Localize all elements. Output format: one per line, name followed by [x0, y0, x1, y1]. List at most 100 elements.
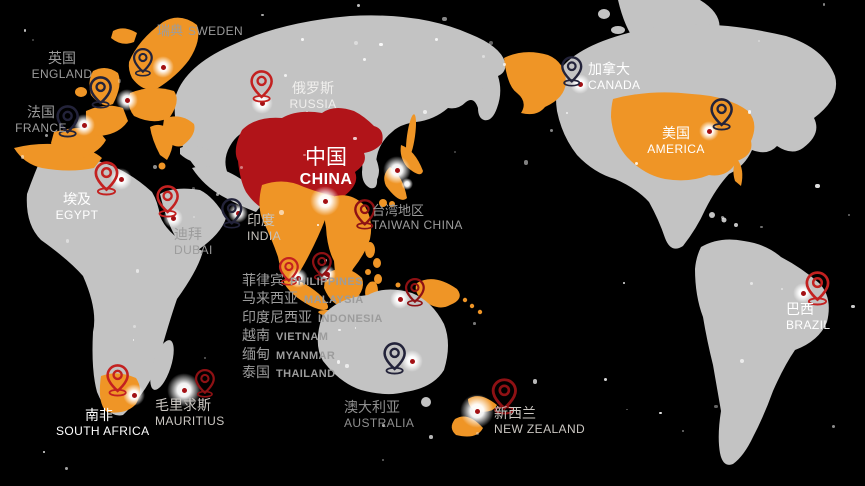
ocean-speck	[780, 287, 784, 291]
label-france: 法国 FRANCE	[1, 104, 81, 135]
glow-center-dot	[474, 408, 480, 414]
label-cn: 澳大利亚	[344, 399, 400, 415]
ocean-speck	[831, 425, 835, 429]
map-pin-southafrica	[103, 363, 132, 397]
ocean-speck	[23, 29, 27, 32]
glow-center-dot	[160, 64, 166, 70]
glow-center-dot	[81, 122, 87, 128]
glow-center-dot	[118, 176, 124, 182]
list-item: 泰国 THAILAND	[242, 363, 383, 381]
label-america: 美国 AMERICA	[646, 125, 706, 156]
ocean-speck	[453, 151, 456, 154]
label-india: 印度 INDIA	[247, 212, 281, 243]
map-pin-dubai	[153, 184, 182, 218]
ocean-speck	[132, 339, 135, 342]
ocean-speck	[815, 183, 820, 188]
ocean-speck	[851, 304, 855, 309]
label-en: CHINA	[299, 170, 353, 188]
list-item: 马来西亚 MALAYSIA	[242, 289, 383, 307]
label-cn: 新西兰	[494, 405, 536, 421]
island-sakhalin	[405, 114, 417, 158]
ocean-speck	[379, 42, 383, 47]
label-en: EGYPT	[55, 207, 99, 222]
label-en: SOUTH AFRICA	[56, 423, 150, 438]
glow-malaysia-pin	[318, 265, 336, 283]
ocean-speck	[305, 110, 308, 113]
ocean-speck	[382, 458, 384, 461]
ocean-speck	[354, 326, 357, 329]
list-item: 印度尼西亚 INDONESIA	[242, 308, 383, 326]
glow-center-dot	[394, 167, 400, 173]
ocean-speck	[523, 160, 529, 165]
label-en: RUSSIA	[289, 96, 337, 111]
label-cn: 南非	[85, 407, 113, 423]
label-cn: 迪拜	[174, 226, 202, 242]
glow-india	[228, 203, 248, 223]
ocean-speck	[659, 412, 662, 415]
ocean-speck	[32, 39, 35, 42]
ocean-speck	[482, 55, 486, 59]
label-cn: 马来西亚	[242, 290, 298, 307]
label-australia: 澳大利亚 AUSTRALIA	[344, 399, 414, 430]
ocean-speck	[626, 408, 629, 411]
ocean-speck	[336, 360, 341, 364]
map-pin-taiwan	[351, 198, 379, 230]
label-cn: 越南	[242, 327, 270, 344]
glow-japan-dot	[401, 178, 413, 190]
glow-philippines-pin	[288, 268, 308, 288]
glow-russia	[251, 92, 273, 114]
label-en: FRANCE	[15, 120, 67, 135]
ocean-speck	[822, 3, 825, 6]
ocean-speck	[338, 329, 341, 332]
ocean-speck	[635, 162, 639, 166]
glow-center-dot	[405, 182, 410, 187]
ocean-speck	[132, 324, 137, 329]
ocean-speck	[356, 4, 360, 8]
ocean-speck	[760, 225, 763, 229]
peninsula-korea	[365, 148, 379, 186]
label-en: MYANMAR	[276, 349, 336, 362]
ocean-speck	[747, 110, 752, 114]
ocean-speck	[847, 213, 850, 217]
map-pin-newzealand	[488, 377, 521, 415]
country-usa-shape	[611, 92, 755, 181]
ocean-speck	[442, 16, 447, 22]
ocean-speck	[549, 128, 554, 133]
label-dubai: 迪拜 DUBAI	[174, 226, 213, 257]
list-item: 缅甸 MYANMAR	[242, 345, 383, 363]
ocean-speck	[353, 136, 357, 140]
label-canada: 加拿大 CANADA	[588, 61, 640, 92]
glow-center-dot	[131, 392, 137, 398]
region-florida	[733, 159, 743, 186]
ocean-speck	[381, 423, 385, 427]
glow-center-dot	[235, 210, 241, 216]
ocean-speck	[714, 404, 718, 408]
label-cn: 俄罗斯	[292, 80, 334, 96]
ocean-speck	[192, 216, 195, 219]
label-cn: 印度	[247, 212, 275, 228]
region-central-europe	[128, 87, 177, 122]
label-en: INDONESIA	[318, 312, 383, 325]
ocean-speck	[135, 268, 140, 273]
ocean-speck	[345, 364, 349, 368]
label-newzealand: 新西兰 NEW ZEALAND	[494, 405, 585, 436]
ocean-speck	[721, 216, 724, 220]
ocean-speck	[44, 134, 48, 138]
glow-england	[116, 89, 138, 111]
map-pin-canada	[558, 55, 586, 87]
label-en: SWEDEN	[188, 24, 244, 38]
glow-newzealand	[460, 394, 494, 428]
label-russia: 俄罗斯 RUSSIA	[282, 80, 344, 111]
label-en: NEW ZEALAND	[494, 421, 586, 436]
island-madagascar	[150, 340, 174, 390]
ocean-speck	[284, 73, 288, 77]
ocean-speck	[215, 192, 219, 197]
label-cn: 菲律宾	[242, 272, 284, 288]
label-en: VIETNAM	[276, 331, 329, 344]
ocean-speck	[203, 356, 206, 360]
glow-center-dot	[324, 271, 330, 277]
ocean-speck	[532, 379, 537, 384]
label-brazil: 巴西 BRAZIL	[786, 301, 830, 332]
